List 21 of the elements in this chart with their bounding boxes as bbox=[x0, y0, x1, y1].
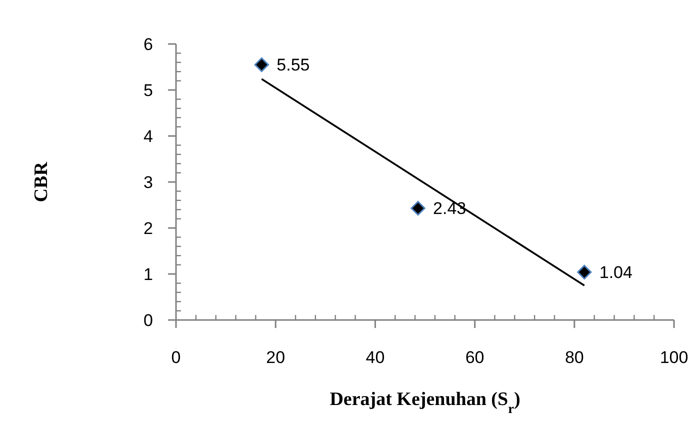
data-label: 1.04 bbox=[599, 263, 632, 282]
y-tick-label: 3 bbox=[144, 172, 153, 192]
x-tick-label: 0 bbox=[171, 348, 181, 367]
x-axis-title: Derajat Kejenuhan (S$_{r}$) bbox=[330, 389, 520, 416]
x-tick-label: 100 bbox=[660, 348, 688, 367]
y-tick-label: 6 bbox=[144, 34, 153, 54]
y-tick-label: 2 bbox=[144, 218, 153, 238]
point bbox=[410, 200, 426, 216]
y-tick-label: 5 bbox=[144, 80, 153, 100]
y-tick-label: 1 bbox=[144, 264, 153, 284]
y-tick-label: 4 bbox=[144, 126, 153, 146]
data-label: 2.43 bbox=[433, 199, 466, 218]
y-tick-label: 0 bbox=[144, 310, 153, 330]
point bbox=[254, 57, 269, 72]
x-tick-label: 20 bbox=[266, 348, 286, 367]
y-axis-title: CBR bbox=[31, 162, 52, 202]
x-tick-label: 40 bbox=[366, 348, 385, 367]
x-tick-label: 60 bbox=[465, 348, 484, 367]
data-label: 5.55 bbox=[276, 56, 310, 75]
point bbox=[577, 264, 592, 280]
x-tick-label: 80 bbox=[564, 348, 584, 367]
